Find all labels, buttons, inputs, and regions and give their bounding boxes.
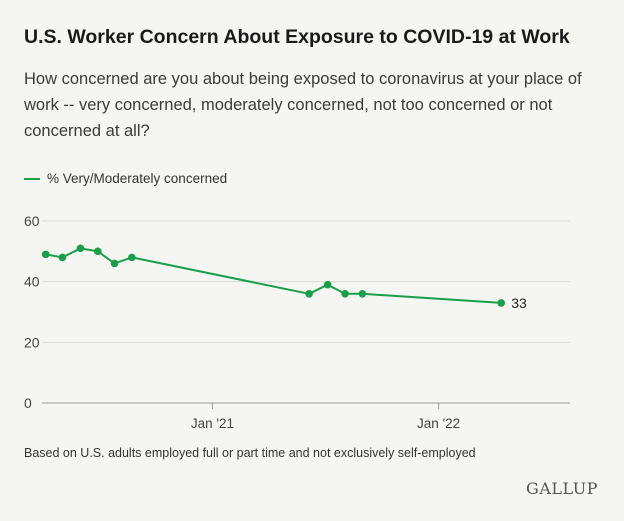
data-point-0-7	[323, 280, 332, 289]
data-point-0-6	[305, 290, 313, 298]
series-line-0	[45, 247, 502, 304]
y-tick-label-40: 40	[24, 274, 40, 290]
grid-lines	[42, 220, 570, 343]
y-tick-label-20: 20	[24, 334, 40, 350]
chart-subtitle: How concerned are you about being expose…	[24, 70, 582, 140]
chart-legend: % Very/Moderately concerned	[24, 171, 227, 186]
data-point-0-3	[93, 247, 102, 256]
data-point-0-8	[341, 290, 349, 298]
data-point-0-5	[128, 253, 136, 262]
data-label-last-0: 33	[511, 295, 527, 311]
data-point-0-2	[76, 244, 85, 253]
chart-title: U.S. Worker Concern About Exposure to CO…	[24, 26, 570, 48]
data-point-0-10	[497, 299, 506, 307]
footnote: Based on U.S. adults employed full or pa…	[24, 446, 476, 460]
series-layer: 33	[41, 244, 527, 311]
data-point-0-4	[110, 259, 119, 268]
gallup-logo: GALLUP	[526, 479, 598, 498]
y-tick-label-0: 0	[24, 395, 32, 411]
axes: 0 20 40 60 Jan '21 Jan '22	[24, 213, 570, 431]
y-tick-label-60: 60	[24, 213, 40, 229]
data-point-0-0	[41, 250, 50, 259]
legend-swatch	[24, 177, 40, 180]
legend-label: % Very/Moderately concerned	[47, 171, 228, 186]
data-point-0-1	[58, 253, 67, 262]
data-point-0-9	[358, 290, 367, 298]
x-tick-label-0: Jan '21	[191, 416, 234, 431]
x-tick-label-1: Jan '22	[417, 416, 460, 431]
